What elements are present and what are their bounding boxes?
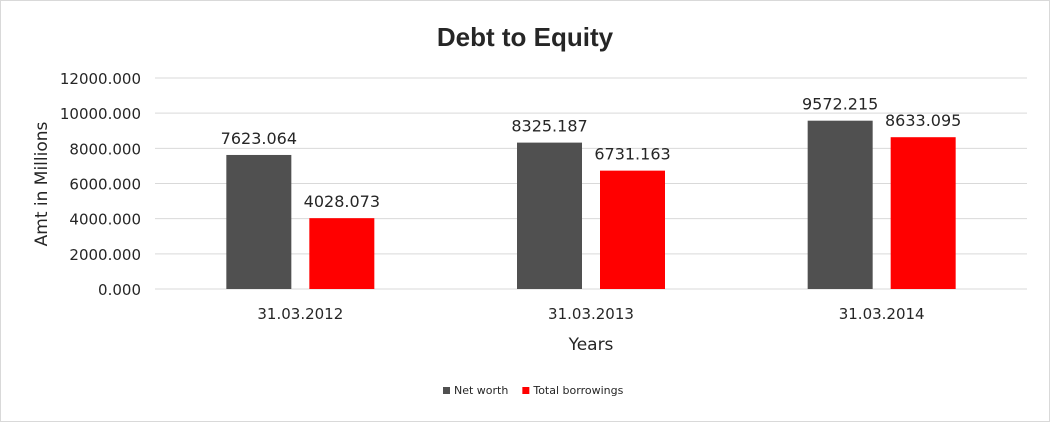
y-tick-label: 8000.000 — [69, 140, 141, 158]
bar-total-borrowings — [890, 137, 956, 289]
y-axis-ticks: 0.000 2000.000 4000.000 6000.000 8000.000 100… — [60, 70, 141, 299]
legend: Net worth Total borrowings — [443, 384, 624, 397]
x-tick-label: 31.03.2014 — [839, 305, 925, 323]
bar-net-worth — [517, 142, 582, 289]
bar-total-borrowings — [600, 170, 665, 289]
bar-total-borrowings — [309, 218, 375, 289]
legend-swatch — [522, 387, 530, 394]
bar-net-worth — [807, 120, 873, 289]
y-tick-label: 2000.000 — [69, 246, 141, 264]
data-label: 8325.187 — [511, 117, 587, 136]
data-label: 8633.095 — [885, 111, 961, 130]
gridlines — [155, 77, 1027, 290]
data-label: 9572.215 — [802, 95, 878, 114]
bar-net-worth — [226, 154, 292, 289]
legend-label: Net worth — [454, 384, 508, 397]
legend-label: Total borrowings — [532, 384, 623, 397]
y-tick-label: 6000.000 — [69, 176, 141, 194]
y-tick-label: 4000.000 — [69, 211, 141, 229]
bars — [226, 120, 956, 289]
data-labels: 7623.064 4028.073 8325.187 6731.163 9572.215… — [221, 95, 962, 211]
x-tick-label: 31.03.2013 — [548, 305, 634, 323]
chart-title: Debt to Equity — [437, 22, 614, 52]
legend-swatch — [443, 387, 450, 394]
x-tick-label: 31.03.2012 — [257, 305, 343, 323]
x-axis-title: Years — [568, 335, 614, 355]
data-label: 6731.163 — [594, 145, 670, 164]
data-label: 4028.073 — [304, 192, 380, 211]
x-axis-ticks: 31.03.2012 31.03.2013 31.03.2014 — [257, 305, 924, 323]
data-label: 7623.064 — [221, 129, 297, 148]
y-tick-label: 0.000 — [98, 281, 141, 299]
y-axis-title: Amt in Millions — [32, 121, 52, 246]
y-tick-label: 10000.000 — [60, 105, 141, 123]
y-tick-label: 12000.000 — [60, 70, 141, 88]
